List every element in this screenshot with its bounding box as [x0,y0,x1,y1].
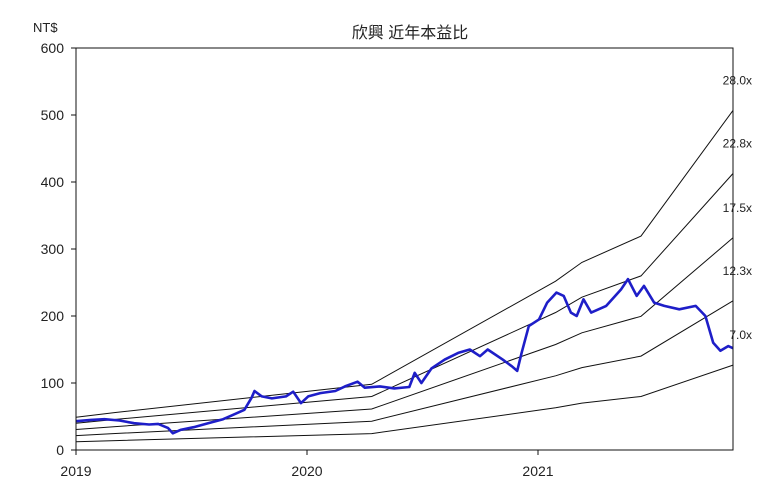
chart-title: 欣興 近年本益比 [352,24,468,42]
x-tick-label: 2020 [291,463,322,479]
pe-band-label: 17.5x [723,201,752,215]
pe-band-line [75,237,734,430]
pe-band-line [75,110,734,418]
y-tick-label: 300 [41,241,65,257]
plot-frame [75,47,734,451]
y-tick-label: 400 [41,174,65,190]
pe-band-label: 12.3x [723,264,752,278]
pe-band-line [75,173,734,424]
y-tick-label: 600 [41,40,65,56]
y-tick-label: 500 [41,107,65,123]
pe-band-line [75,364,734,443]
pe-bands: 28.0x 22.8x 17.5x 12.3x 7.0x [75,73,752,443]
x-tick-label: 2021 [522,463,553,479]
price-series [75,277,734,435]
pe-band-label: 28.0x [723,73,752,87]
price-line [75,277,734,435]
y-tick-label: 0 [56,442,64,458]
pe-band-line [75,300,734,437]
x-tick-label: 2019 [60,463,91,479]
y-tick-label: 100 [41,375,65,391]
axes: 0 100 200 300 400 500 600 2019 2020 2021 [41,40,734,479]
y-tick-label: 200 [41,308,65,324]
pe-band-label: 7.0x [729,328,752,342]
y-unit-label: NT$ [33,20,58,35]
pe-band-label: 22.8x [723,137,752,151]
